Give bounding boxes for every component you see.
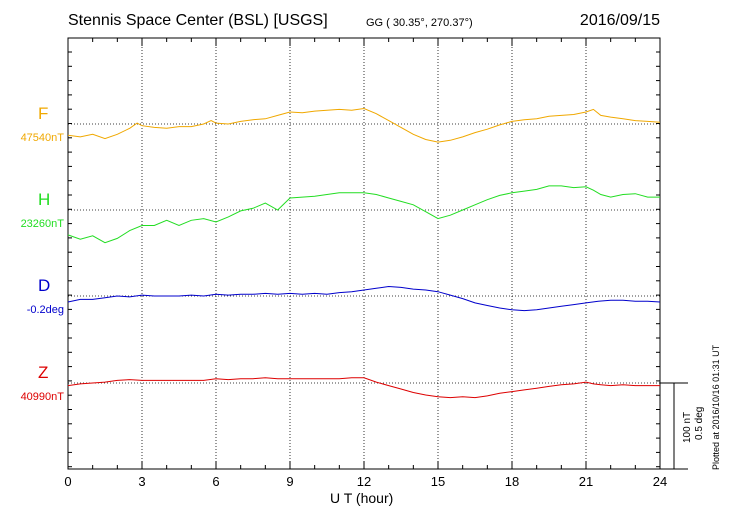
series-line-d [67, 285, 661, 312]
component-letter-z: Z [38, 363, 49, 382]
series-line-z [67, 377, 660, 399]
date-label: 2016/09/15 [579, 12, 660, 29]
component-baseline-f: 47540nT [20, 132, 64, 144]
component-baseline-d: -0.2deg [26, 304, 64, 316]
x-tick-label: 3 [138, 474, 146, 489]
x-tick-label: 21 [578, 474, 594, 489]
component-baseline-h: 23260nT [20, 218, 64, 230]
series-line-h [67, 185, 660, 244]
x-tick-label: 24 [652, 474, 668, 489]
component-baseline-z: 40990nT [20, 391, 64, 403]
x-tick-label: 9 [286, 474, 294, 489]
x-tick-label: 18 [504, 474, 520, 489]
series-line-f [67, 107, 661, 143]
x-tick-label: 15 [430, 474, 446, 489]
station-coordinates: GG ( 30.35°, 270.37°) [366, 17, 473, 29]
x-axis-label: U T (hour) [330, 490, 394, 506]
component-letter-h: H [38, 190, 51, 209]
x-tick-label: 0 [64, 474, 72, 489]
x-tick-label: 12 [356, 474, 372, 489]
station-title: Stennis Space Center (BSL) [USGS] [68, 12, 328, 29]
component-letter-f: F [38, 104, 49, 123]
component-letter-d: D [38, 276, 51, 295]
x-tick-label: 6 [212, 474, 220, 489]
